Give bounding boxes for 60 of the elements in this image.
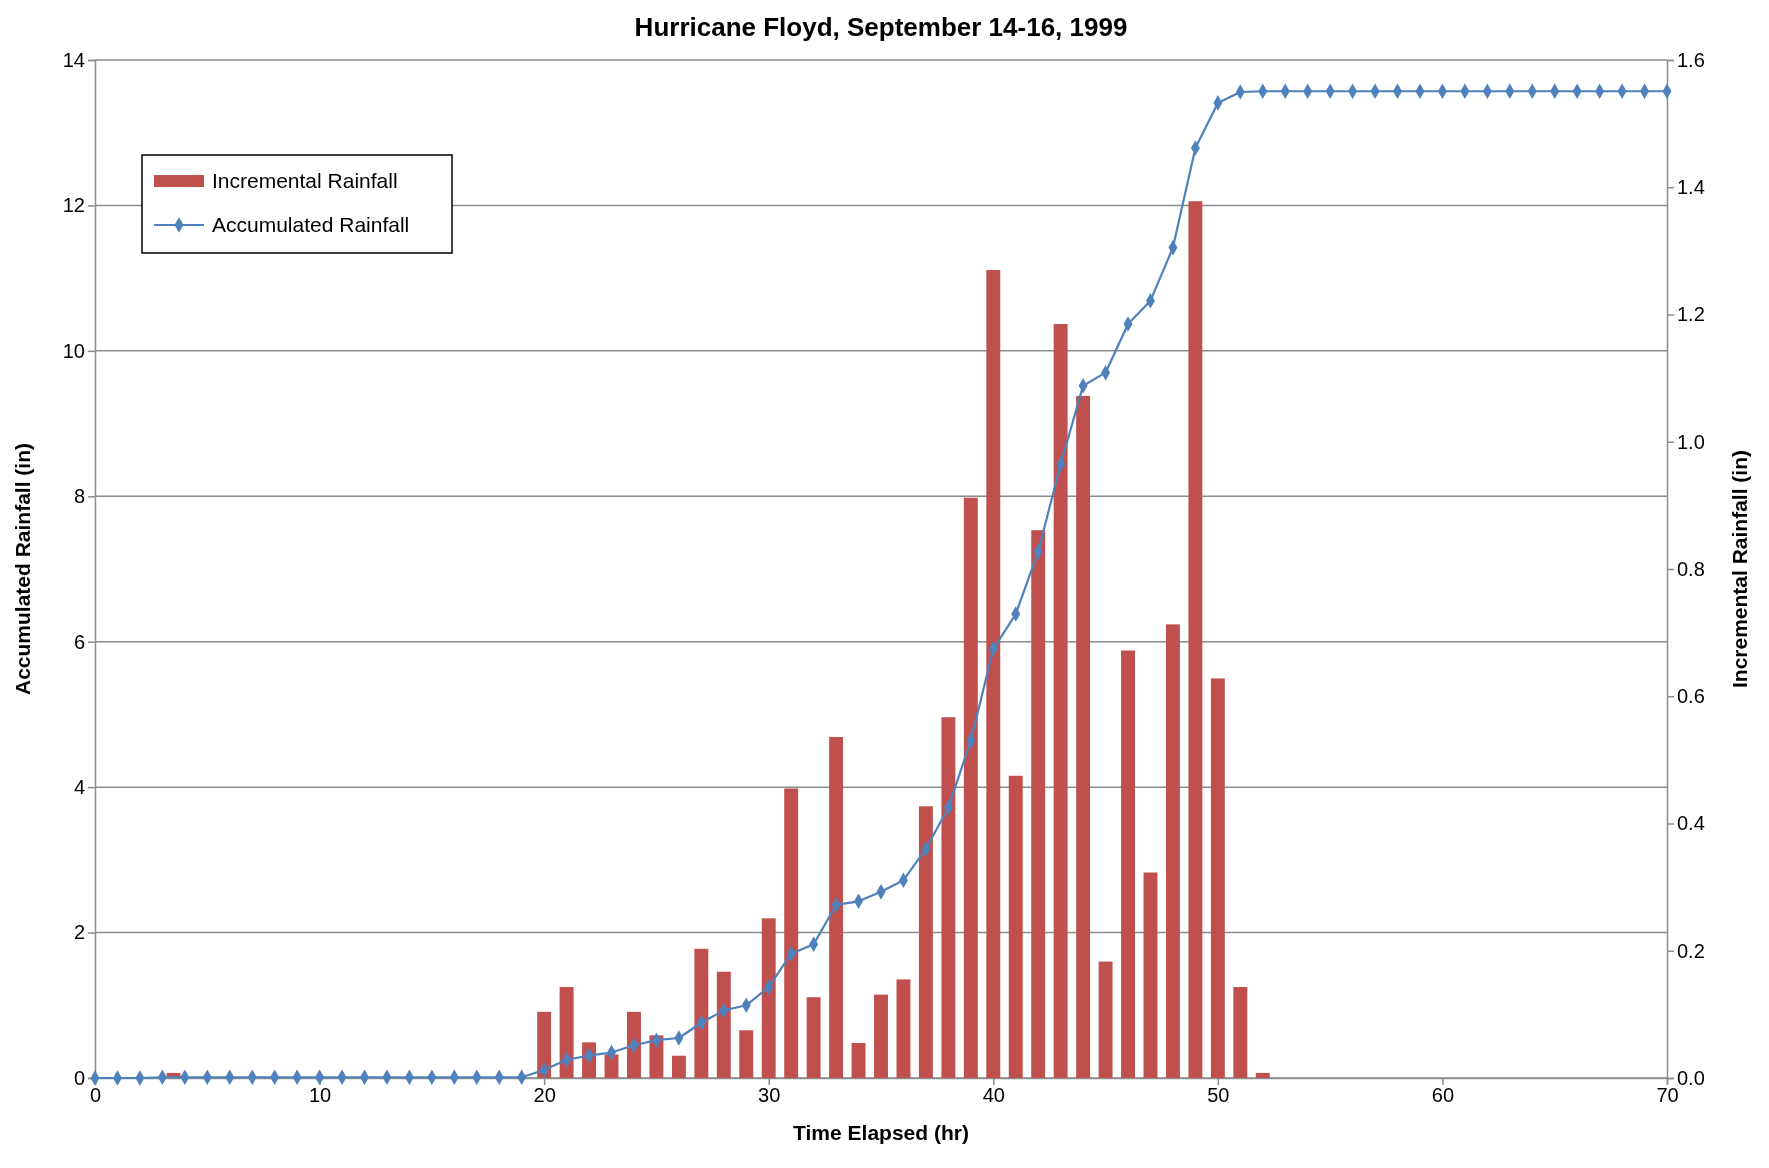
bar	[671, 1055, 686, 1078]
bar	[806, 997, 821, 1078]
y2-tick-label: 1.0	[1677, 430, 1705, 453]
bar	[1165, 624, 1180, 1078]
bar	[1255, 1072, 1270, 1078]
bar	[986, 269, 1001, 1078]
bar	[761, 918, 776, 1078]
bar	[851, 1043, 866, 1078]
legend-label: Incremental Rainfall	[212, 169, 398, 192]
y2-tick-label: 1.6	[1677, 48, 1705, 71]
bar	[716, 971, 731, 1078]
y2-tick-label: 0.2	[1677, 939, 1705, 962]
y-tick-label: 2	[73, 921, 85, 944]
x-axis-title: Time Elapsed (hr)	[793, 1121, 969, 1144]
bar	[1188, 201, 1203, 1078]
bar	[874, 994, 888, 1078]
y-tick-label: 12	[62, 194, 85, 217]
x-tick-label: 60	[1431, 1084, 1455, 1107]
x-tick-label: 0	[89, 1084, 102, 1107]
y2-tick-label: 1.4	[1677, 176, 1705, 199]
x-tick-label: 70	[1656, 1084, 1679, 1107]
x-tick-label: 40	[982, 1084, 1005, 1107]
x-tick-label: 20	[533, 1084, 556, 1107]
bar	[784, 788, 799, 1078]
x-tick-label: 50	[1207, 1084, 1230, 1107]
y2-tick-label: 0.4	[1677, 812, 1705, 835]
bar	[559, 987, 574, 1078]
y2-axis-title: Incremental Rainfall (in)	[1728, 449, 1751, 689]
x-tick-label: 10	[308, 1084, 332, 1107]
bar	[739, 1030, 754, 1078]
bar	[1098, 961, 1113, 1078]
y-tick-label: 4	[73, 776, 85, 799]
bar	[829, 736, 844, 1078]
y-axis-title: Accumulated Rainfall (in)	[11, 442, 34, 696]
bar	[1233, 987, 1248, 1078]
bar	[1121, 650, 1135, 1078]
bar	[1008, 775, 1023, 1078]
bar	[1031, 530, 1046, 1078]
y-tick-label: 14	[62, 48, 85, 71]
bar	[1053, 324, 1068, 1078]
y-tick-label: 0	[73, 1066, 85, 1089]
bar	[941, 717, 956, 1078]
y2-tick-label: 0.6	[1677, 685, 1705, 708]
y2-tick-label: 0.0	[1677, 1066, 1705, 1089]
bar	[1143, 872, 1158, 1078]
y-tick-label: 6	[73, 630, 85, 653]
y-tick-label: 8	[73, 485, 85, 508]
x-tick-label: 30	[758, 1084, 781, 1107]
bar	[896, 979, 911, 1078]
y-tick-label: 10	[62, 339, 85, 362]
y2-tick-label: 0.8	[1677, 557, 1705, 580]
legend-label: Accumulated Rainfall	[212, 213, 410, 236]
bar	[918, 806, 933, 1078]
bar	[1210, 678, 1225, 1078]
chart-title: Hurricane Floyd, September 14-16, 1999	[634, 12, 1128, 42]
bar	[963, 497, 978, 1078]
y2-tick-label: 1.2	[1677, 303, 1705, 326]
bar	[537, 1011, 552, 1078]
bar	[694, 948, 709, 1078]
bar	[627, 1011, 641, 1078]
